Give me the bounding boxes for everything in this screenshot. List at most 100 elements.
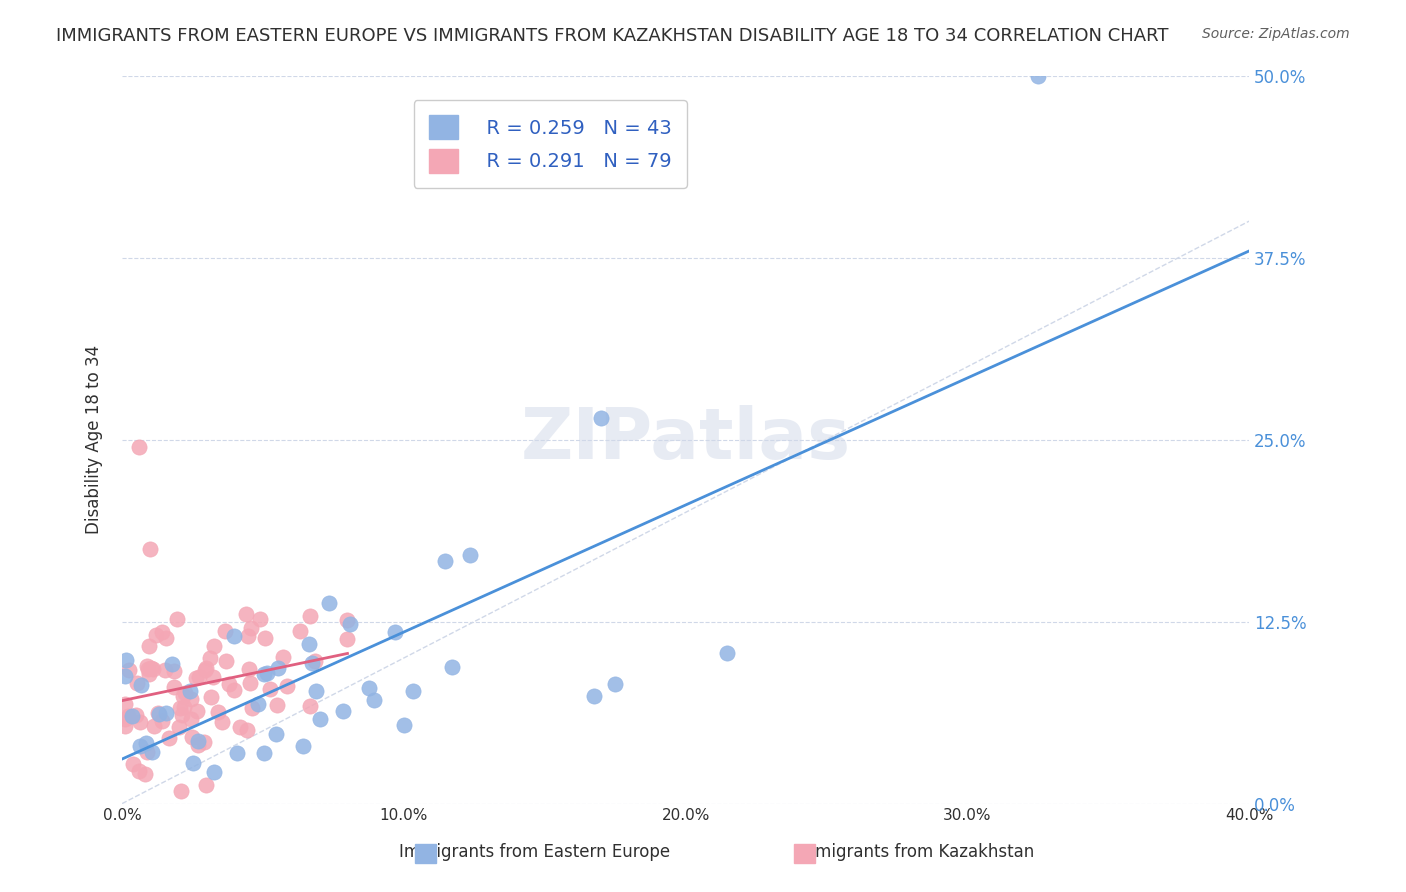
Point xyxy=(318,596,340,610)
Y-axis label: Disability Age 18 to 34: Disability Age 18 to 34 xyxy=(86,345,103,534)
Point xyxy=(195,661,218,675)
Point xyxy=(129,715,152,730)
Point xyxy=(121,756,143,771)
Point xyxy=(114,719,136,733)
Point xyxy=(157,731,180,745)
Point xyxy=(200,690,222,705)
Point xyxy=(384,624,406,639)
Point xyxy=(179,684,201,698)
Point xyxy=(271,650,294,665)
Point xyxy=(173,699,195,714)
Point xyxy=(114,697,136,711)
Point xyxy=(150,714,173,728)
Point xyxy=(433,554,456,568)
Point xyxy=(172,690,194,704)
Point xyxy=(254,631,277,645)
Point xyxy=(253,746,276,760)
Point xyxy=(402,684,425,698)
Point xyxy=(290,624,312,639)
Point xyxy=(187,738,209,752)
Point xyxy=(305,683,328,698)
Text: Immigrants from Eastern Europe: Immigrants from Eastern Europe xyxy=(399,843,669,861)
Point xyxy=(304,654,326,668)
Point xyxy=(301,657,323,671)
Point xyxy=(336,613,359,627)
Point xyxy=(155,631,177,645)
Point xyxy=(1026,69,1049,83)
Point xyxy=(238,629,260,643)
Point xyxy=(162,657,184,672)
Legend:   R = 0.259   N = 43,   R = 0.291   N = 79: R = 0.259 N = 43, R = 0.291 N = 79 xyxy=(413,100,688,188)
Point xyxy=(207,705,229,719)
Point xyxy=(228,720,250,734)
Point xyxy=(169,700,191,714)
Point xyxy=(202,639,225,653)
Point xyxy=(180,712,202,726)
Point xyxy=(180,730,202,744)
Point xyxy=(236,723,259,737)
Point xyxy=(163,681,186,695)
Point xyxy=(247,697,270,711)
Point xyxy=(139,541,162,556)
Point xyxy=(603,677,626,691)
Point xyxy=(143,719,166,733)
Point xyxy=(298,608,321,623)
Point xyxy=(138,666,160,681)
Point xyxy=(163,664,186,678)
Point xyxy=(169,720,191,734)
Point xyxy=(591,410,613,425)
Point xyxy=(240,620,263,634)
Point xyxy=(458,548,481,562)
Point xyxy=(249,612,271,626)
Point xyxy=(339,617,361,632)
Point xyxy=(193,735,215,749)
Point xyxy=(224,630,246,644)
Text: Immigrants from Kazakhstan: Immigrants from Kazakhstan xyxy=(794,843,1033,861)
Point xyxy=(153,663,176,677)
Point xyxy=(135,745,157,759)
Point xyxy=(166,612,188,626)
Point xyxy=(298,699,321,714)
Point xyxy=(142,662,165,676)
Point xyxy=(172,708,194,723)
Point xyxy=(135,736,157,750)
Point xyxy=(188,670,211,684)
Point xyxy=(194,663,217,677)
Point xyxy=(114,712,136,726)
Point xyxy=(184,671,207,685)
Point xyxy=(583,690,606,704)
Point xyxy=(242,700,264,714)
Point xyxy=(309,712,332,726)
Point xyxy=(238,662,260,676)
Point xyxy=(181,756,204,771)
Point xyxy=(276,679,298,693)
Point xyxy=(186,704,208,718)
Point xyxy=(152,624,174,639)
Point xyxy=(202,764,225,779)
Point xyxy=(226,746,249,760)
Point xyxy=(235,607,257,621)
Point xyxy=(267,661,290,675)
Point xyxy=(145,628,167,642)
Point xyxy=(266,727,288,741)
Point xyxy=(238,676,260,690)
Point xyxy=(195,778,218,792)
Point xyxy=(155,706,177,721)
Point xyxy=(253,667,276,681)
Point xyxy=(138,639,160,653)
Point xyxy=(266,698,288,712)
Point xyxy=(129,678,152,692)
Point xyxy=(222,683,245,698)
Text: ZIPatlas: ZIPatlas xyxy=(520,405,851,474)
Point xyxy=(256,665,278,680)
Point xyxy=(359,681,381,696)
Point xyxy=(215,654,238,668)
Point xyxy=(174,686,197,700)
Point xyxy=(146,706,169,720)
Point xyxy=(136,662,159,676)
Point xyxy=(129,739,152,753)
Point xyxy=(118,663,141,677)
Point xyxy=(180,691,202,706)
Point xyxy=(125,707,148,722)
Point xyxy=(441,660,464,674)
